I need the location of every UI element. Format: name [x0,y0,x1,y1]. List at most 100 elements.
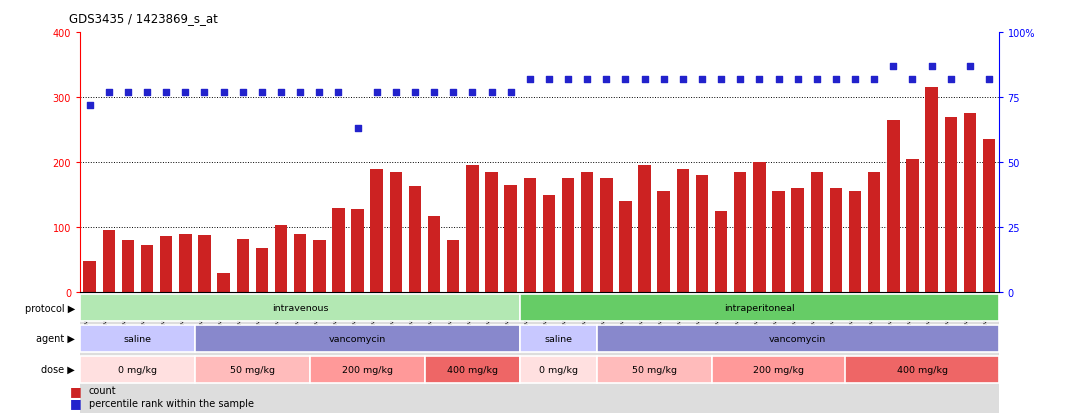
Bar [772,192,785,292]
Text: GDS3435 / 1423869_s_at: GDS3435 / 1423869_s_at [69,12,218,25]
Bar [424,356,520,382]
Bar [543,195,555,292]
Point [637,76,654,83]
Bar [504,185,517,292]
Bar [734,173,747,292]
Point [464,89,481,96]
Bar [199,235,210,292]
Point [407,89,424,96]
Text: ■: ■ [69,384,81,397]
Bar [160,236,172,292]
Bar [907,159,918,292]
Bar [925,88,938,292]
Text: protocol ▶: protocol ▶ [25,303,75,313]
Text: agent ▶: agent ▶ [36,334,75,344]
Point [158,89,175,96]
Bar [523,179,536,292]
Text: 400 mg/kg: 400 mg/kg [896,365,947,374]
Bar [639,166,650,292]
Point [502,89,519,96]
Bar [677,169,689,292]
Point [770,76,787,83]
Text: intraperitoneal: intraperitoneal [724,304,795,313]
Bar [849,192,861,292]
Bar [80,325,194,352]
Point [444,89,461,96]
Text: saline: saline [545,334,572,343]
Bar [619,202,631,292]
Point [617,76,634,83]
Point [292,89,309,96]
Bar [711,356,846,382]
Point [674,76,691,83]
Bar [141,245,154,292]
Text: 0 mg/kg: 0 mg/kg [117,365,157,374]
Bar [122,240,135,292]
Bar [888,121,899,292]
Point [253,89,270,96]
Bar [179,234,191,292]
Bar [581,173,594,292]
Text: 200 mg/kg: 200 mg/kg [342,365,393,374]
Point [100,89,117,96]
Point [81,102,98,109]
Bar [80,295,520,321]
Text: dose ▶: dose ▶ [41,364,75,374]
Bar [658,192,670,292]
Point [483,89,500,96]
Bar [520,325,597,352]
Point [712,76,729,83]
Text: 200 mg/kg: 200 mg/kg [753,365,804,374]
Text: percentile rank within the sample: percentile rank within the sample [89,398,253,408]
Bar [371,169,383,292]
Point [598,76,615,83]
Point [828,76,845,83]
Point [808,76,826,83]
Text: ■: ■ [69,396,81,409]
Bar [294,234,307,292]
Bar [274,225,287,292]
Bar [520,295,999,321]
Text: 400 mg/kg: 400 mg/kg [446,365,498,374]
Point [540,76,557,83]
Bar [485,173,498,292]
Bar [194,356,310,382]
Bar [390,173,402,292]
Point [560,76,577,83]
Bar [466,165,478,292]
Point [215,89,232,96]
Point [120,89,137,96]
Point [923,64,940,70]
Text: saline: saline [124,334,152,343]
Point [847,76,864,83]
Bar [351,209,364,292]
Point [866,76,883,83]
Point [579,76,596,83]
Bar [811,173,823,292]
Point [330,89,347,96]
Point [732,76,749,83]
Bar [963,114,976,292]
Bar [236,239,249,292]
Point [349,126,366,132]
Bar [597,356,711,382]
Bar [944,117,957,292]
Bar [562,179,575,292]
Point [961,64,978,70]
Bar [332,208,345,292]
Bar [868,173,880,292]
Point [139,89,156,96]
Bar [791,189,804,292]
Bar [600,179,613,292]
Point [311,89,328,96]
Bar [520,356,597,382]
Bar [597,325,999,352]
Text: 50 mg/kg: 50 mg/kg [631,365,677,374]
Point [234,89,251,96]
Bar [714,211,727,292]
Text: intravenous: intravenous [272,304,328,313]
Point [272,89,289,96]
Bar [830,189,843,292]
Bar [103,231,115,292]
Text: 0 mg/kg: 0 mg/kg [539,365,578,374]
